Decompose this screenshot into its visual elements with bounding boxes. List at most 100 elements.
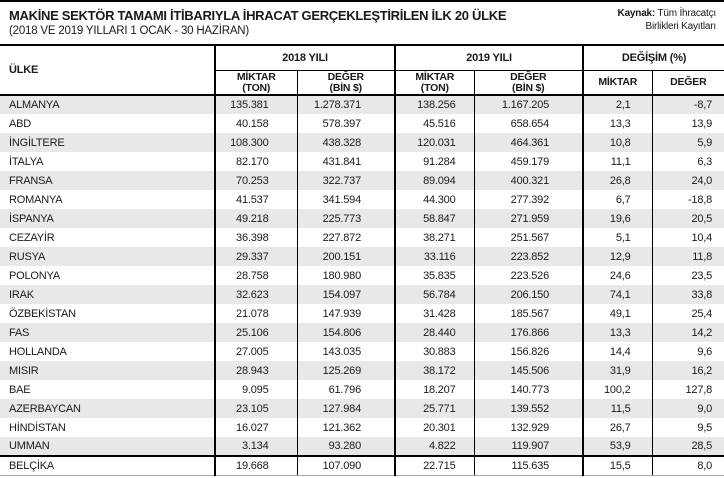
table-row: ROMANYA 41.537 341.594 44.300 277.392 6,7 -18,… [0, 190, 724, 210]
value-cell: 119.907 [473, 437, 584, 457]
col-header-country: ÜLKE [0, 45, 215, 97]
country-cell: ALMANYA [0, 95, 215, 115]
value-cell: 35.835 [394, 266, 475, 286]
col-group-change: DEĞİŞİM (%) [582, 45, 724, 71]
country-cell: FRANSA [0, 171, 215, 191]
table-row: FRANSA 70.253 322.737 89.094 400.321 26,8 24,0 [0, 171, 724, 191]
value-cell: 100,2 [582, 380, 653, 400]
value-cell: 58.847 [394, 209, 475, 229]
value-cell: 10,8 [582, 133, 653, 153]
country-cell: ABD [9, 117, 32, 130]
export-table: ÜLKE 2018 YILI 2019 YILI DEĞİŞİM (%) MİK… [0, 44, 724, 476]
value-cell: 38.271 [394, 228, 475, 248]
value-cell: 107.090 [296, 455, 396, 476]
value-cell: -18,8 [651, 190, 724, 210]
value-cell: 115.635 [473, 455, 584, 476]
value-cell: 5,1 [582, 228, 653, 248]
table-row: MISIR 28.943 125.269 38.172 145.506 31,9 16,2 [0, 361, 724, 381]
value-cell: 16.027 [214, 418, 297, 438]
value-cell: 154.806 [296, 323, 396, 343]
table-row: İNGİLTERE 108.300 438.328 120.031 464.361 10,… [0, 133, 724, 153]
value-cell: 16,2 [651, 361, 724, 381]
table-row: ABD 40.158 578.397 45.516 658.654 13,3 13,9 [0, 114, 724, 134]
value-cell: 23.105 [214, 399, 297, 419]
value-cell: 251.567 [473, 228, 584, 248]
col-header-line: DEĞER [670, 76, 707, 89]
value-cell: 24,6 [582, 266, 653, 286]
value-cell: 156.826 [473, 342, 584, 362]
value-cell: 11,8 [651, 247, 724, 267]
col-group-2018: 2018 YILI [213, 45, 396, 71]
value-cell: 13,3 [582, 114, 653, 134]
col-header-line: (BİN $) [329, 81, 363, 94]
col-header-line: (TON) [242, 81, 271, 94]
table-body: ALMANYA 135.381 1.278.371 138.256 1.167.205 2… [0, 95, 724, 476]
col-header-miktar-ton-2019: MİKTAR (TON) [394, 70, 475, 97]
country-cell: İTALYA [9, 155, 44, 168]
col-header-line: MİKTAR [415, 70, 455, 83]
value-cell: 3.134 [214, 437, 297, 457]
table-row: RUSYA 29.337 200.151 33.116 223.852 12,9 11,8 [0, 247, 724, 267]
table-row: ÖZBEKİSTAN 21.078 147.939 31.428 185.567 49,1… [0, 304, 724, 324]
value-cell: 127.984 [296, 399, 396, 419]
value-cell: 32.623 [214, 285, 297, 305]
value-cell: 9.095 [214, 380, 297, 400]
value-cell: 25,4 [651, 304, 724, 324]
value-cell: 6,7 [582, 190, 653, 210]
table-row: HİNDİSTAN 16.027 121.362 20.301 132.929 26,7 9… [0, 418, 724, 438]
table-row: BAE 9.095 61.796 18.207 140.773 100,2 127,8 [0, 380, 724, 400]
value-cell: 138.256 [394, 95, 475, 115]
col-header-line: (TON) [420, 81, 449, 94]
table-row: AZERBAYCAN 23.105 127.984 25.771 139.552 11,5… [0, 399, 724, 419]
value-cell: 40.158 [214, 114, 297, 134]
country-cell: BAE [9, 383, 31, 396]
country-cell: BELÇİKA [0, 455, 215, 476]
value-cell: 658.654 [473, 114, 584, 134]
value-cell: 147.939 [296, 304, 396, 324]
table-row: IRAK 32.623 154.097 56.784 206.150 74,1 33,8 [0, 285, 724, 305]
value-cell: 82.170 [214, 152, 297, 172]
value-cell: 9,6 [651, 342, 724, 362]
value-cell: 5,9 [651, 133, 724, 153]
source-text: Tüm İhracatçı Birlikleri Kayıtları [645, 8, 717, 32]
value-cell: 6,3 [651, 152, 724, 172]
col-header-line: (BİN $) [512, 81, 545, 94]
value-cell: 4.822 [394, 437, 475, 457]
value-cell: 22.715 [394, 455, 475, 476]
table-row: İSPANYA 49.218 225.773 58.847 271.959 19,6 20,… [0, 209, 724, 229]
table-row: FAS 25.106 154.806 28.440 176.866 13,3 14,2 [0, 323, 724, 343]
value-cell: 223.852 [473, 247, 584, 267]
value-cell: 56.784 [394, 285, 475, 305]
value-cell: 125.269 [296, 361, 396, 381]
value-cell: 578.397 [296, 114, 396, 134]
col-header-line: DEĞER [510, 70, 547, 83]
value-cell: 431.841 [296, 152, 396, 172]
col-group-2019: 2019 YILI [394, 45, 584, 71]
value-cell: 49.218 [214, 209, 297, 229]
value-cell: 19,6 [582, 209, 653, 229]
table-row: POLONYA 28.758 180.980 35.835 223.526 24,6 23,… [0, 266, 724, 286]
value-cell: 8,0 [651, 455, 724, 476]
value-cell: 38.172 [394, 361, 475, 381]
country-cell: ROMANYA [9, 193, 63, 206]
value-cell: 127,8 [651, 380, 724, 400]
country-cell: İNGİLTERE [0, 133, 215, 153]
col-header-deger-change: DEĞER [651, 70, 724, 97]
value-cell: 28.758 [214, 266, 297, 286]
value-cell: 28.943 [214, 361, 297, 381]
value-cell: 18.207 [394, 380, 475, 400]
value-cell: 223.526 [473, 266, 584, 286]
value-cell: 31,9 [582, 361, 653, 381]
value-cell: 145.506 [473, 361, 584, 381]
value-cell: 26,8 [582, 171, 653, 191]
value-cell: 14,2 [651, 323, 724, 343]
table-row: İTALYA 82.170 431.841 91.284 459.179 11,1 6,3 [0, 152, 724, 172]
value-cell: 225.773 [296, 209, 396, 229]
value-cell: 10,4 [651, 228, 724, 248]
col-header-line: DEĞER [327, 70, 365, 83]
table-row: UMMAN 3.134 93.280 4.822 119.907 53,9 28,5 [0, 437, 724, 457]
value-cell: 70.253 [214, 171, 297, 191]
value-cell: 93.280 [296, 437, 396, 457]
value-cell: 28.440 [394, 323, 475, 343]
country-cell: AZERBAYCAN [0, 399, 215, 419]
